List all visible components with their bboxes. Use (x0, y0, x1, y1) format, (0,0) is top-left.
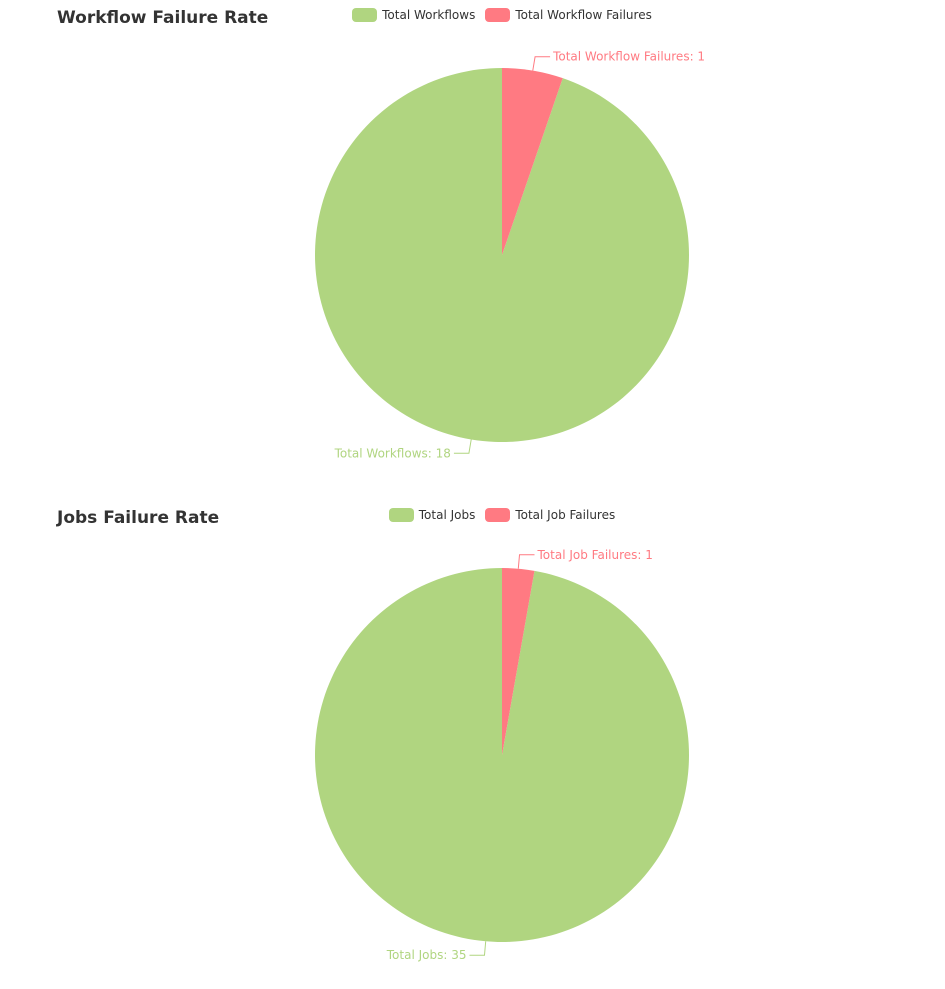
chart-legend: Total Jobs Total Job Failures (0, 508, 945, 522)
legend-label: Total Jobs (418, 508, 476, 522)
pie-slice-total-workflow-failures[interactable] (502, 68, 563, 255)
legend-label: Total Job Failures (515, 508, 616, 522)
label-connector-line (469, 941, 487, 956)
legend-swatch-icon (352, 8, 378, 22)
pie-slice-total-workflows[interactable] (315, 67, 690, 442)
legend-swatch-icon (485, 8, 511, 22)
legend-label: Total Workflow Failures (515, 8, 652, 22)
legend-item-total-jobs[interactable]: Total Jobs (388, 508, 476, 522)
jobs-failure-chart: Jobs Failure Rate Total Jobs Total Job F… (0, 500, 945, 989)
data-label-total-job-failures: Total Job Failures: 1 (537, 548, 653, 562)
data-label-total-jobs: Total Jobs: 35 (386, 948, 467, 962)
legend-item-total-job-failures[interactable]: Total Job Failures (485, 508, 615, 522)
legend-item-total-workflows[interactable]: Total Workflows (352, 8, 475, 22)
pie-slice-total-job-failures[interactable] (502, 568, 535, 755)
legend-label: Total Workflows (382, 8, 476, 22)
chart-title: Workflow Failure Rate (57, 8, 269, 28)
chart-legend: Total Workflows Total Workflow Failures (0, 8, 945, 22)
legend-swatch-icon (388, 508, 414, 522)
label-connector-line (532, 56, 551, 71)
label-connector-line (453, 439, 472, 454)
chart-title: Jobs Failure Rate (57, 508, 220, 528)
pie-chart: Total Workflows: 18 Total Workflow Failur… (315, 50, 705, 460)
label-connector-line (517, 554, 535, 569)
data-label-total-workflows: Total Workflows: 18 (334, 446, 451, 460)
legend-swatch-icon (485, 508, 511, 522)
data-label-total-workflow-failures: Total Workflow Failures: 1 (552, 50, 705, 64)
workflow-failure-chart: Workflow Failure Rate Total Workflows To… (0, 0, 945, 490)
pie-chart: Total Jobs: 35 Total Job Failures: 1 (314, 548, 689, 962)
legend-item-total-workflow-failures[interactable]: Total Workflow Failures (485, 8, 652, 22)
